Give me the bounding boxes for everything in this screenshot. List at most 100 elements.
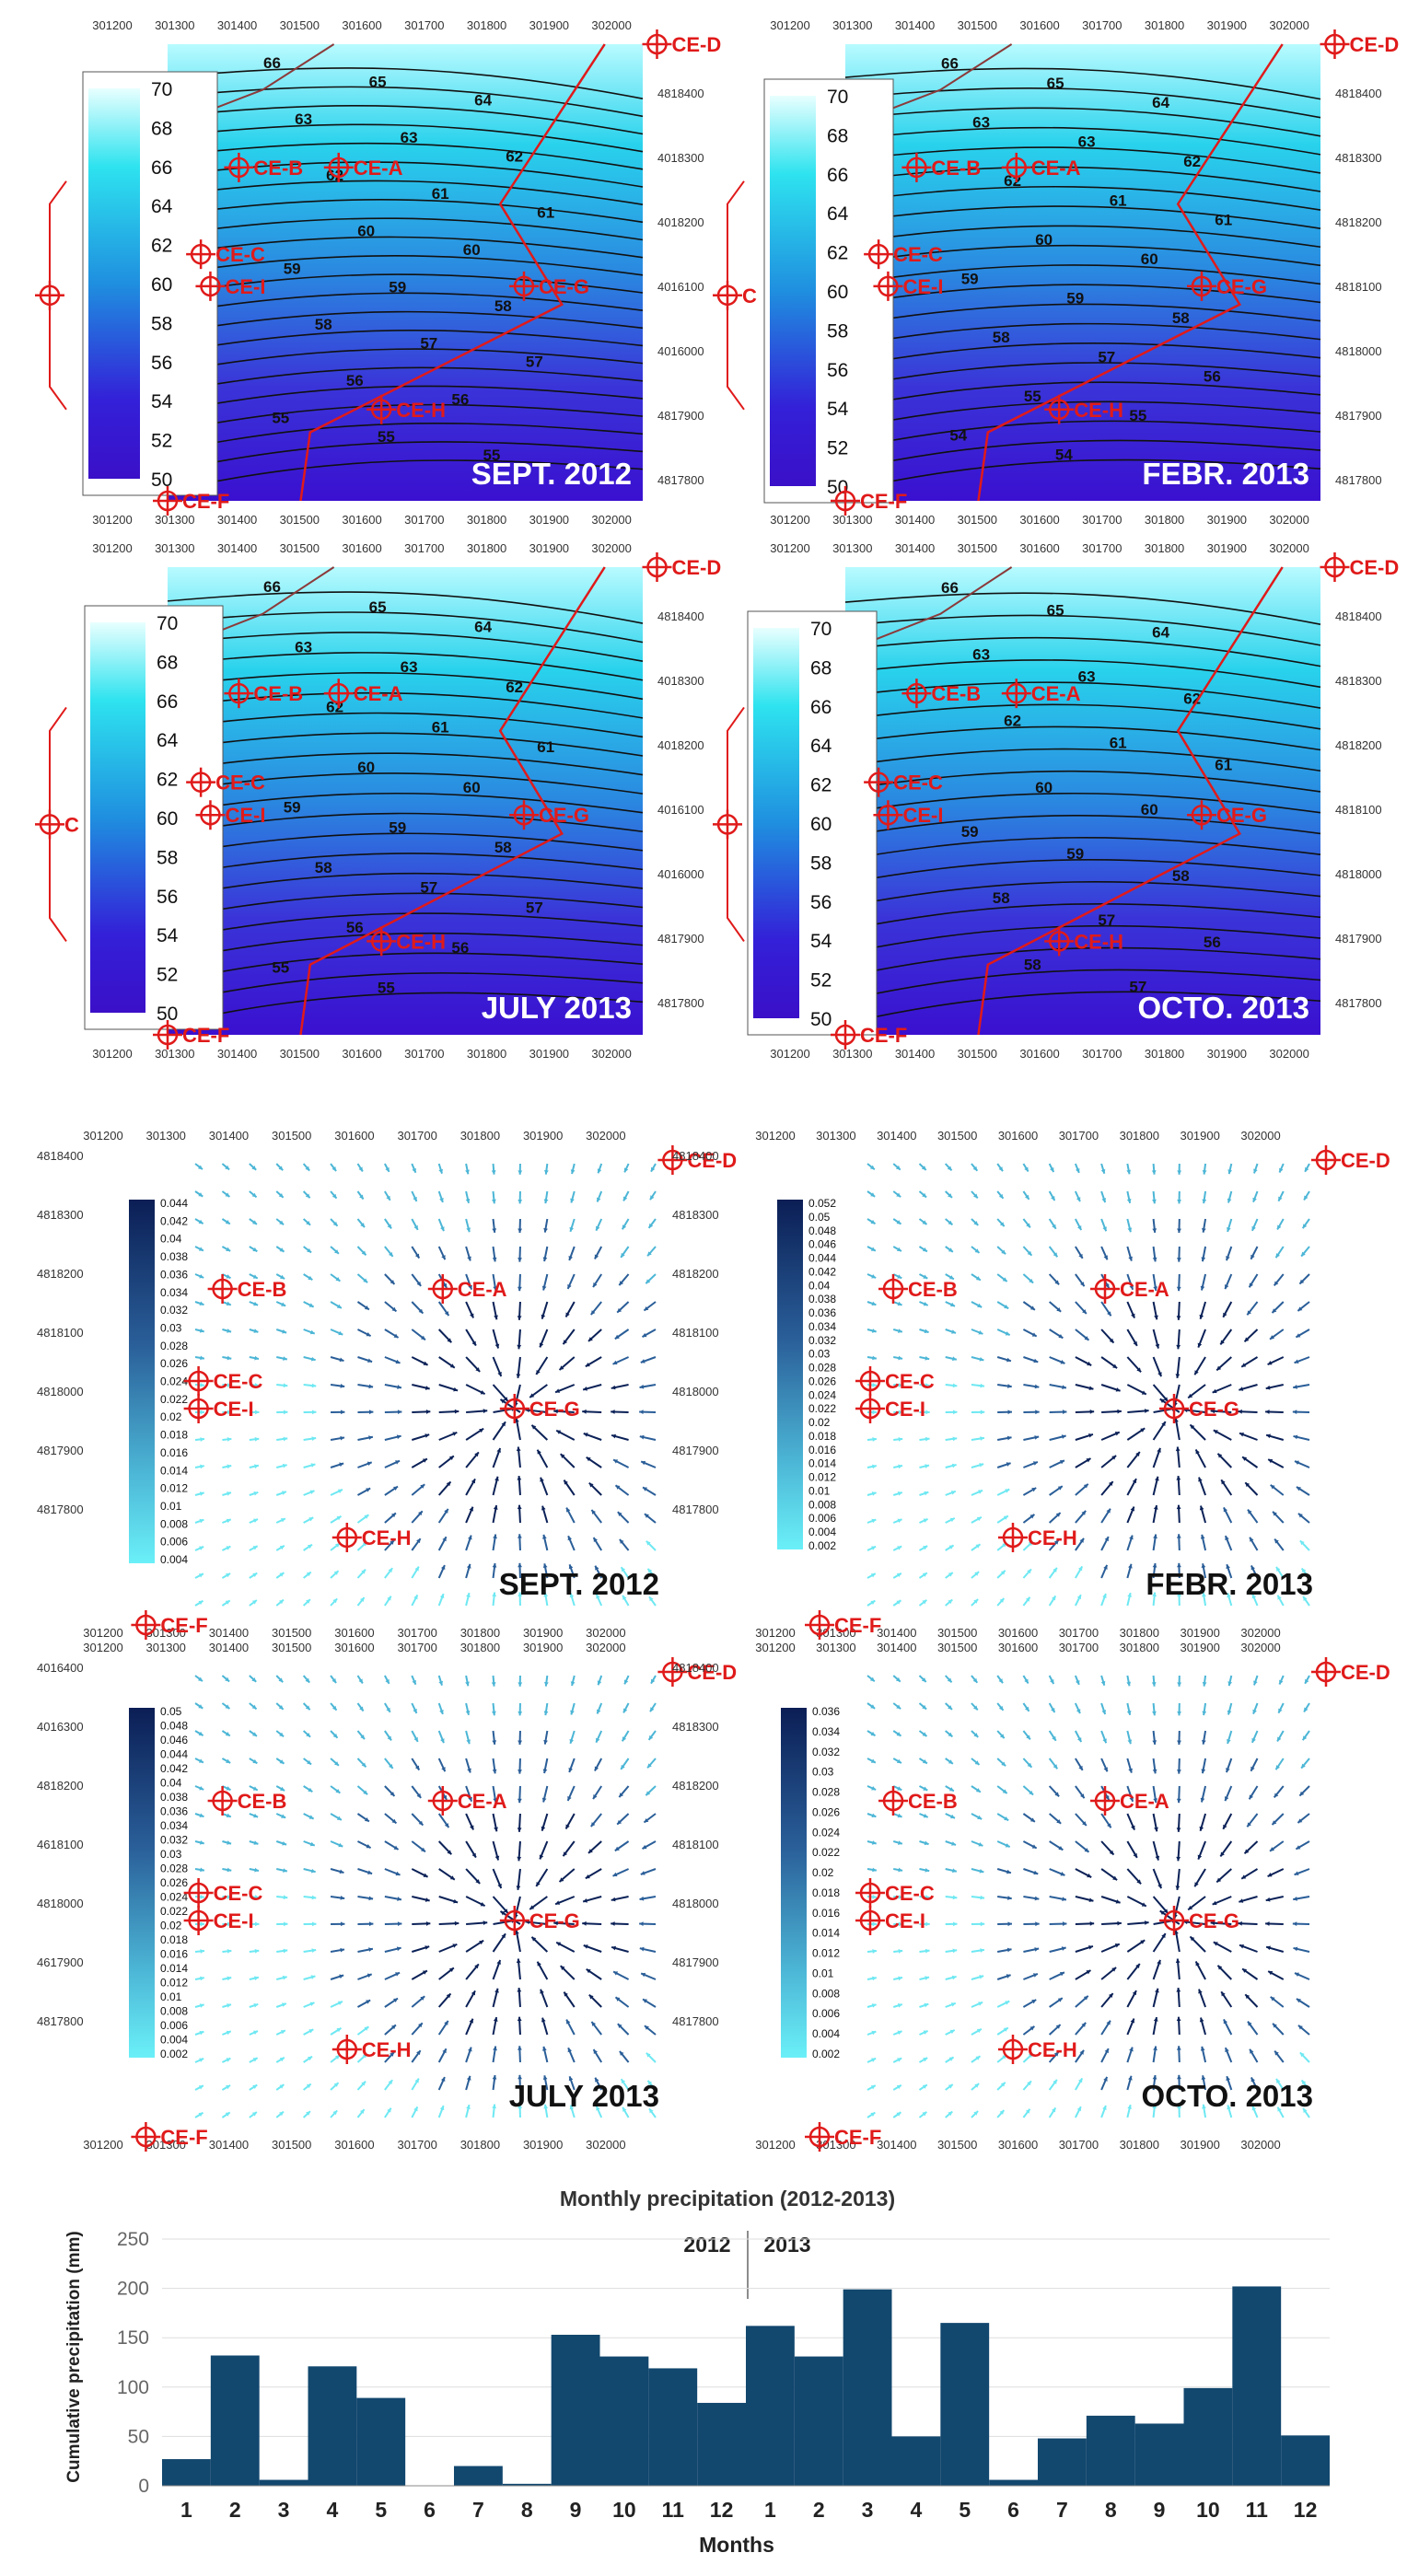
- flow-arrowhead: [517, 1447, 521, 1452]
- bar-23: [1232, 2286, 1281, 2486]
- x-tick-top: 301500: [937, 1129, 977, 1143]
- marker-ce-a-label: CE-A: [458, 1790, 507, 1813]
- contour-label: 63: [401, 658, 418, 676]
- flow-arrowhead: [1177, 1316, 1181, 1320]
- colorbar-label: 62: [151, 236, 172, 257]
- colorbar-gradient: [88, 88, 140, 479]
- y-tick: 4818100: [1335, 280, 1382, 294]
- x-tick-bottom: 302000: [591, 1047, 631, 1061]
- colorbar-label: 64: [157, 730, 179, 751]
- velocity-panel-title: JULY 2013: [509, 2079, 659, 2113]
- contour-label: 59: [1066, 290, 1084, 307]
- colorbar-label: 0.014: [812, 1927, 840, 1940]
- flow-arrowhead: [1177, 1505, 1181, 1509]
- head-panel-3: 6665646363626261616060595958585757565655…: [35, 541, 721, 1061]
- x-tick-bottom: 301500: [280, 1047, 320, 1061]
- contour-label: 60: [1035, 231, 1053, 249]
- x-tick-top: 301200: [92, 18, 132, 32]
- flow-arrowhead: [492, 1593, 496, 1597]
- colorbar-label: 56: [157, 887, 178, 908]
- colorbar-label: 0.026: [812, 1805, 840, 1818]
- x-tick-top: 301500: [272, 1641, 311, 1654]
- contour-label: 62: [506, 679, 523, 696]
- marker-ce-c-label: CE-C: [214, 1882, 263, 1905]
- x-tick-bottom: 301600: [334, 2138, 374, 2152]
- colorbar-label: 0.04: [808, 1279, 831, 1292]
- marker-ce-d: CE-D: [1311, 1145, 1390, 1175]
- x-tick-top: 301200: [83, 1641, 122, 1654]
- flow-arrowhead: [200, 1383, 204, 1387]
- colorbar-label: 0.046: [160, 1734, 188, 1746]
- flow-arrowhead: [1090, 1410, 1094, 1414]
- colorbar-label: 0.022: [160, 1905, 188, 1918]
- contour-label: 59: [389, 818, 406, 836]
- colorbar-label: 0.03: [160, 1848, 182, 1861]
- x-tick-bottom: 301500: [937, 2138, 977, 2152]
- x-tick-bottom: 301700: [404, 1047, 444, 1061]
- marker-ce-c-label: CE-C: [893, 772, 943, 795]
- contour-label: 59: [1066, 845, 1084, 863]
- x-tick-top: 301400: [877, 1641, 916, 1654]
- flow-arrowhead: [284, 1895, 288, 1899]
- flow-arrowhead: [518, 1799, 522, 1803]
- flow-arrowhead: [1176, 1959, 1181, 1964]
- x-tick-bottom: 301400: [877, 2138, 916, 2152]
- y-tick: 4817800: [1335, 996, 1382, 1010]
- colorbar-gradient: [781, 1708, 807, 2058]
- x-tick-bottom: 301900: [529, 513, 569, 527]
- flow-arrowhead: [284, 1383, 288, 1387]
- contour-label: 60: [463, 241, 481, 259]
- flow-arrowhead: [518, 1316, 522, 1320]
- contour-label: 59: [284, 260, 301, 277]
- flow-arrowhead: [227, 1949, 232, 1954]
- marker-ce-i: CE-I: [855, 1394, 925, 1423]
- marker-ce-c: CE-C: [855, 1878, 935, 1908]
- colorbar-label: 54: [810, 931, 832, 952]
- marker-ce-h-label: CE-H: [1028, 2038, 1077, 2061]
- x-tick-bottom: 301600: [998, 1626, 1038, 1640]
- contour-label: 59: [961, 823, 979, 841]
- marker-ce-h: CE-H: [332, 1523, 412, 1552]
- marker-ce-f-label: CE-F: [182, 490, 229, 513]
- x-tick-top: 301900: [529, 18, 569, 32]
- x-tick-top: 301600: [342, 541, 381, 555]
- x-tick-label: 4: [327, 2498, 339, 2522]
- x-tick-bottom: 301500: [958, 1047, 997, 1061]
- x-tick-label: 10: [1196, 2498, 1220, 2522]
- marker-ce-i-label: CE-I: [214, 1398, 254, 1421]
- x-tick-bottom: 301400: [209, 1626, 249, 1640]
- y-tick: 4818000: [1335, 344, 1382, 358]
- marker-ce-b: CE-B: [208, 1274, 287, 1304]
- colorbar-label: 0.006: [160, 2019, 188, 2032]
- marker-ce-i: CE-I: [184, 1394, 254, 1423]
- x-tick-top: 301600: [998, 1641, 1038, 1654]
- marker-ce-a-label: CE-A: [354, 682, 403, 705]
- marker-ce-d-label: CE-D: [1341, 1149, 1390, 1172]
- flow-arrowhead: [1063, 1410, 1066, 1414]
- y-tick: 4018200: [657, 738, 704, 752]
- marker-ce-d-label: CE-D: [1341, 1661, 1390, 1684]
- x-tick-label: 4: [911, 2498, 923, 2522]
- contour-label: 58: [993, 889, 1010, 907]
- contour-label: 56: [1204, 934, 1221, 951]
- marker-ce-d: CE-D: [642, 552, 721, 582]
- flow-arrowhead: [517, 1345, 521, 1350]
- flow-arrowhead: [369, 1410, 373, 1414]
- x-tick-bottom: 301500: [272, 1626, 311, 1640]
- x-tick-top: 301300: [832, 18, 872, 32]
- marker-ce-h-label: CE-H: [362, 1526, 412, 1549]
- x-tick-bottom: 301700: [1059, 1626, 1099, 1640]
- flow-arrowhead: [1152, 1228, 1157, 1233]
- y-tick: 4817900: [37, 1444, 84, 1457]
- contour-label: 65: [1047, 601, 1064, 619]
- y-tick: 4818300: [672, 1720, 719, 1734]
- x-tick-label: 1: [764, 2498, 776, 2522]
- flow-arrowhead: [426, 1921, 430, 1926]
- flow-arrowhead: [517, 1476, 521, 1480]
- colorbar-label: 62: [157, 770, 178, 791]
- flow-arrowhead: [872, 1437, 877, 1442]
- x-axis-label: Months: [699, 2533, 774, 2557]
- x-tick-top: 301800: [1145, 18, 1184, 32]
- flow-arrowhead: [1293, 1410, 1297, 1414]
